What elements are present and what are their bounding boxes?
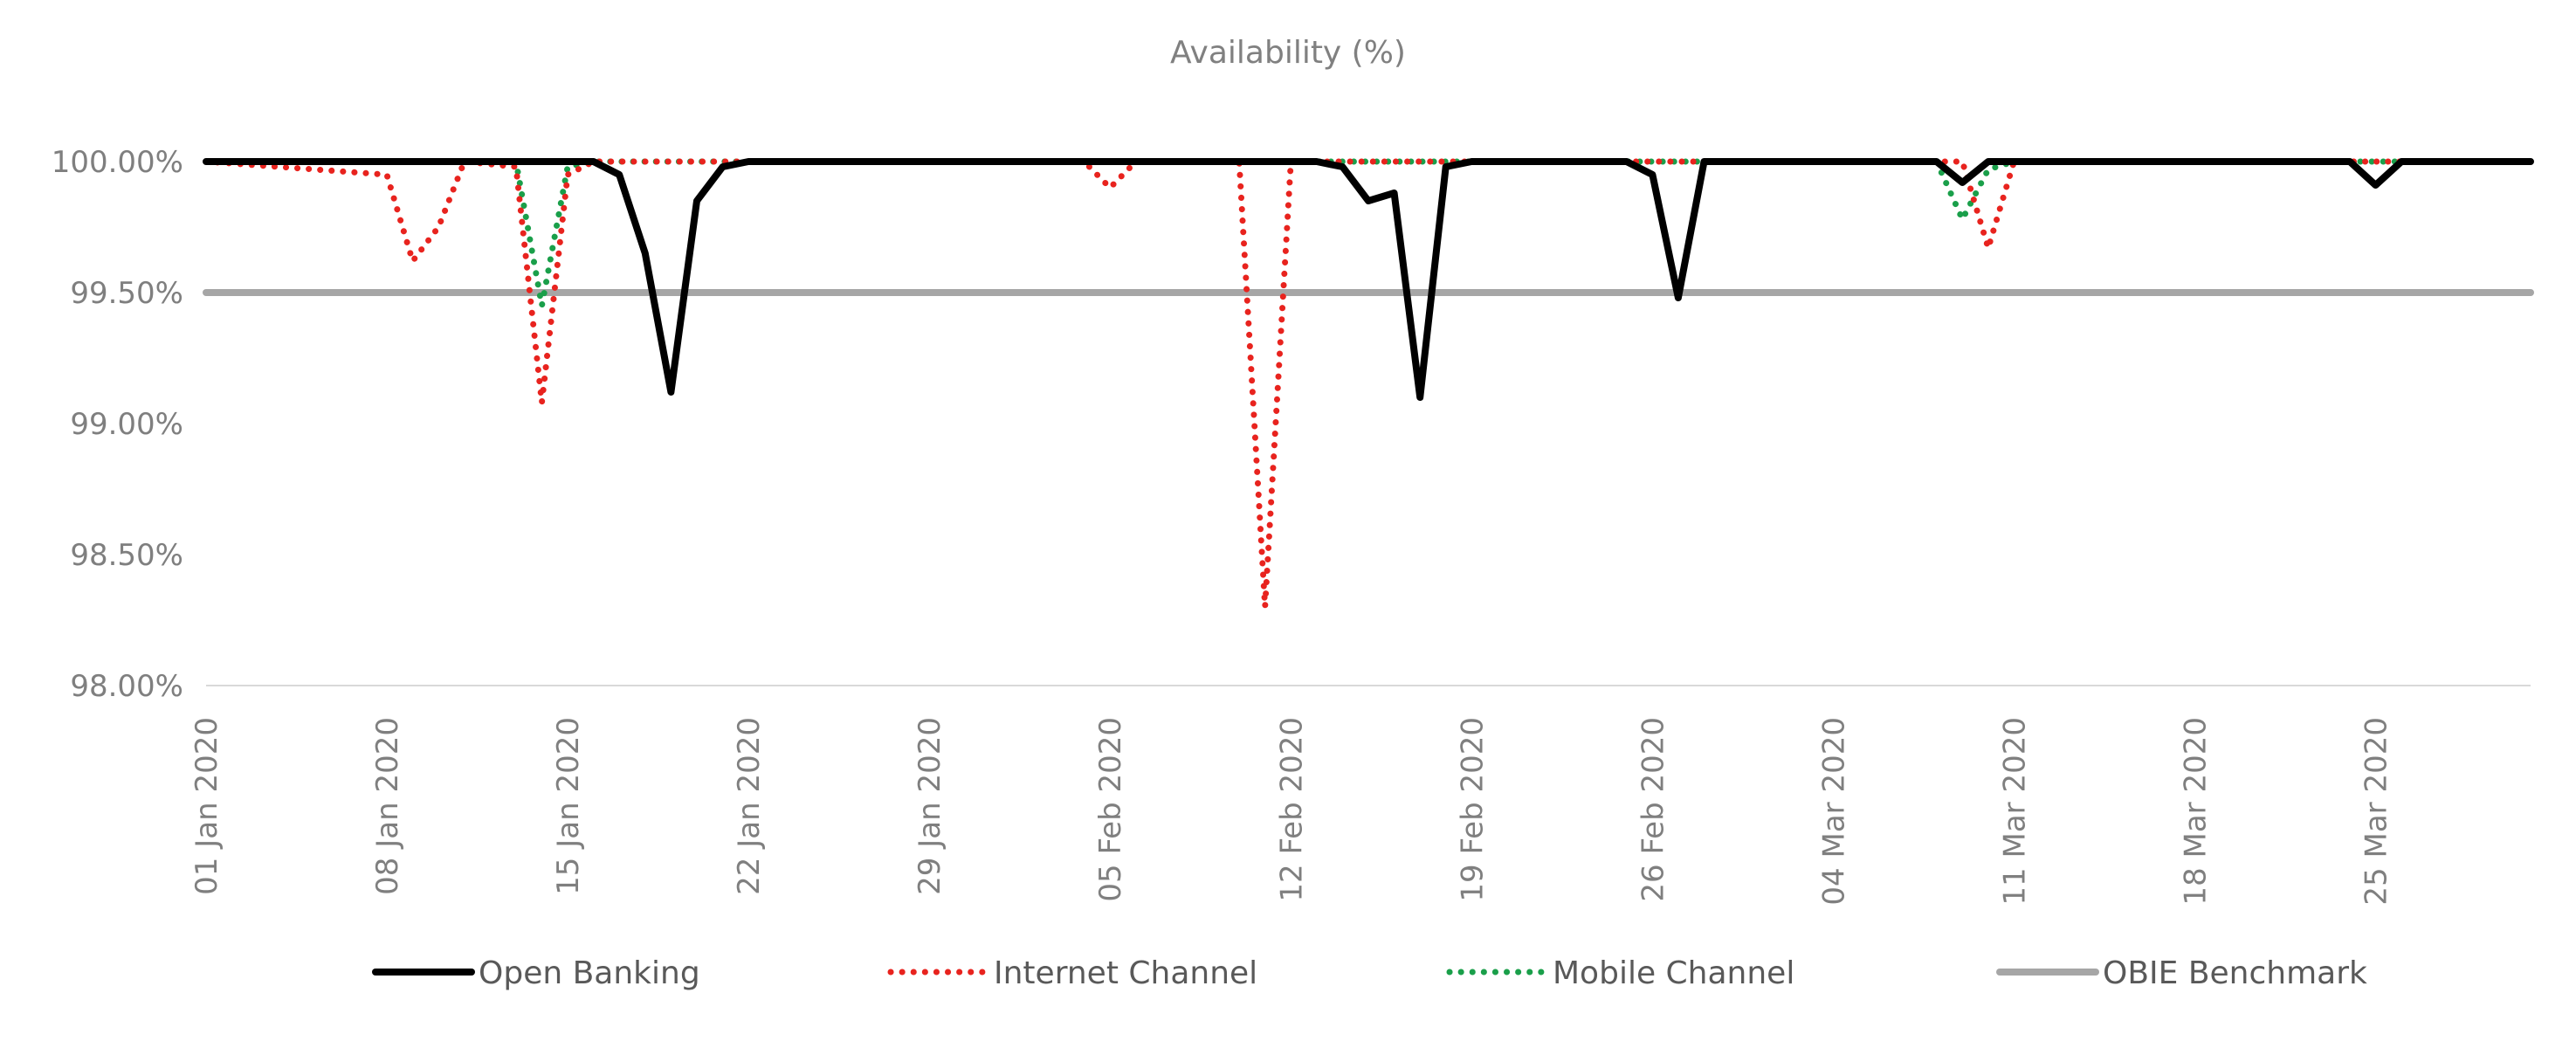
x-tick-label: 29 Jan 2020	[913, 717, 947, 895]
x-tick-label: 22 Jan 2020	[732, 717, 767, 895]
chart-title: Availability (%)	[1170, 35, 1406, 71]
legend-item-obie-benchmark: OBIE Benchmark	[1996, 955, 2367, 991]
x-tick-label: 26 Feb 2020	[1636, 717, 1670, 902]
y-axis-ticks: 100.00% 99.50% 99.00% 98.50% 98.00%	[52, 145, 183, 704]
legend-item-open-banking: Open Banking	[372, 955, 700, 991]
legend-label: Open Banking	[479, 955, 700, 991]
x-tick-label: 19 Feb 2020	[1455, 717, 1490, 902]
x-tick-label: 08 Jan 2020	[370, 717, 405, 895]
x-tick-label: 12 Feb 2020	[1274, 717, 1309, 902]
x-tick-label: 11 Mar 2020	[1997, 717, 2032, 906]
y-tick-label: 98.50%	[70, 538, 183, 573]
y-tick-label: 100.00%	[52, 145, 183, 180]
legend-item-mobile-channel: Mobile Channel	[1446, 955, 1794, 991]
legend-label: Mobile Channel	[1553, 955, 1794, 991]
legend: Open Banking Internet Channel Mobile Chann…	[372, 955, 2367, 991]
x-tick-label: 25 Mar 2020	[2359, 717, 2394, 906]
series-line-mobile-channel	[203, 158, 2534, 309]
y-tick-label: 99.50%	[70, 276, 183, 311]
y-tick-label: 99.00%	[70, 407, 183, 442]
x-tick-label: 18 Mar 2020	[2178, 717, 2213, 906]
x-tick-label: 04 Mar 2020	[1816, 717, 1851, 906]
x-tick-label: 05 Feb 2020	[1093, 717, 1128, 902]
y-tick-label: 98.00%	[70, 669, 183, 704]
legend-label: Internet Channel	[994, 955, 1257, 991]
legend-item-internet-channel: Internet Channel	[887, 955, 1257, 991]
series-line-internet-channel	[203, 158, 2534, 610]
series-lines	[203, 158, 2534, 610]
legend-label: OBIE Benchmark	[2103, 955, 2367, 991]
series-line-open-banking	[203, 158, 2534, 401]
x-tick-label: 15 Jan 2020	[551, 717, 586, 895]
plot-area: 100.00% 99.50% 99.00% 98.50% 98.00% 01 Jan 2…	[52, 145, 2534, 906]
x-axis-ticks: 01 Jan 2020 08 Jan 2020 15 Jan 2020 22 Jan …	[189, 717, 2394, 906]
x-tick-label: 01 Jan 2020	[189, 717, 224, 895]
